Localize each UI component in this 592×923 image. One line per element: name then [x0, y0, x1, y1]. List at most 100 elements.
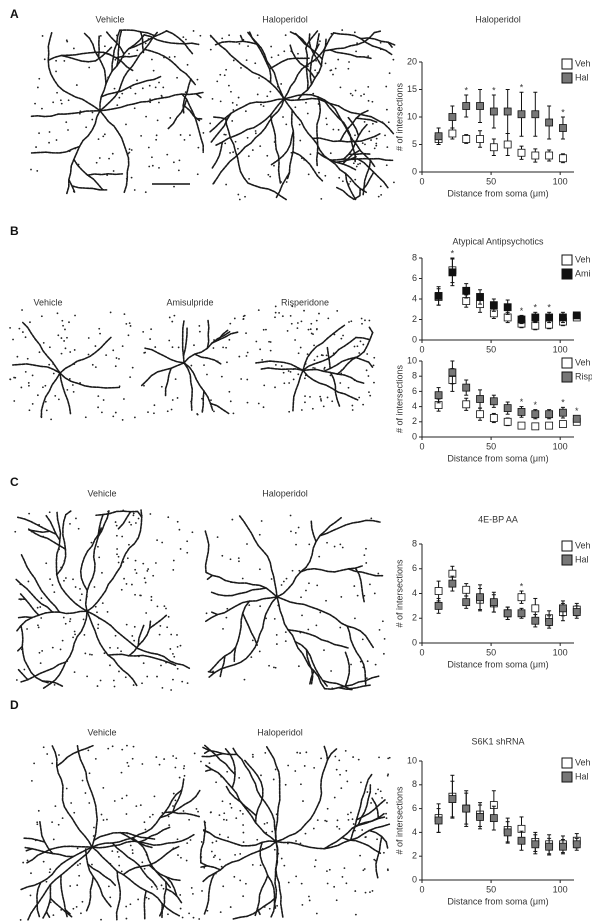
- puncta: [131, 177, 133, 179]
- x-axis-label: Distance from soma (μm): [447, 188, 548, 198]
- puncta: [177, 521, 179, 523]
- puncta: [238, 97, 240, 99]
- puncta: [276, 634, 278, 636]
- puncta: [354, 31, 356, 33]
- puncta: [74, 633, 76, 635]
- image-label: Haloperidol: [262, 14, 308, 24]
- puncta: [177, 668, 179, 670]
- puncta: [23, 669, 25, 671]
- puncta: [147, 568, 149, 570]
- puncta: [332, 74, 334, 76]
- marker: [449, 269, 456, 276]
- puncta: [303, 159, 305, 161]
- puncta: [374, 147, 376, 149]
- significance-mark: *: [561, 107, 565, 117]
- puncta: [132, 852, 134, 854]
- puncta: [342, 180, 344, 182]
- puncta: [152, 814, 154, 816]
- neurite: [355, 568, 364, 601]
- puncta: [380, 48, 382, 50]
- puncta: [247, 402, 249, 404]
- puncta: [73, 48, 75, 50]
- y-tick-label: 8: [412, 538, 417, 548]
- puncta: [318, 172, 320, 174]
- puncta: [38, 810, 40, 812]
- puncta: [100, 919, 102, 921]
- puncta: [78, 164, 80, 166]
- marker: [546, 119, 553, 126]
- neurite: [226, 787, 256, 816]
- puncta: [359, 855, 361, 857]
- puncta: [65, 347, 67, 349]
- y-tick-label: 0: [412, 637, 417, 647]
- puncta: [118, 671, 120, 673]
- puncta: [79, 382, 81, 384]
- puncta: [191, 531, 193, 533]
- puncta: [316, 329, 318, 331]
- puncta: [354, 134, 356, 136]
- neurite: [277, 597, 325, 689]
- puncta: [125, 676, 127, 678]
- neurite: [325, 102, 355, 163]
- puncta: [270, 350, 272, 352]
- neurite: [107, 32, 124, 54]
- puncta: [245, 110, 247, 112]
- puncta: [128, 521, 130, 523]
- puncta: [202, 409, 204, 411]
- marker: [477, 136, 484, 143]
- significance-mark: *: [534, 400, 538, 410]
- puncta: [52, 363, 54, 365]
- puncta: [336, 899, 338, 901]
- puncta: [149, 85, 151, 87]
- marker: [504, 108, 511, 115]
- puncta: [392, 59, 394, 61]
- marker: [559, 843, 566, 850]
- puncta: [58, 398, 60, 400]
- puncta: [224, 74, 226, 76]
- puncta: [133, 640, 135, 642]
- marker: [435, 133, 442, 140]
- marker: [490, 599, 497, 606]
- marker: [477, 396, 484, 403]
- puncta: [252, 639, 254, 641]
- puncta: [358, 397, 360, 399]
- puncta: [197, 173, 199, 175]
- puncta: [209, 123, 211, 125]
- puncta: [103, 399, 105, 401]
- puncta: [79, 110, 81, 112]
- puncta: [132, 849, 134, 851]
- puncta: [354, 179, 356, 181]
- neurite: [108, 654, 176, 665]
- puncta: [354, 890, 356, 892]
- marker: [518, 149, 525, 156]
- puncta: [186, 552, 188, 554]
- significance-mark: *: [547, 303, 551, 313]
- puncta: [191, 81, 193, 83]
- marker: [546, 411, 553, 418]
- puncta: [323, 405, 325, 407]
- x-axis-label: Distance from soma (μm): [447, 896, 548, 906]
- puncta: [197, 811, 199, 813]
- puncta: [125, 124, 127, 126]
- puncta: [182, 917, 184, 919]
- puncta: [247, 352, 249, 354]
- puncta: [106, 174, 108, 176]
- puncta: [225, 617, 227, 619]
- puncta: [163, 605, 165, 607]
- puncta: [197, 147, 199, 149]
- puncta: [385, 86, 387, 88]
- puncta: [240, 67, 242, 69]
- puncta: [269, 908, 271, 910]
- puncta: [25, 371, 27, 373]
- neurite: [330, 50, 371, 58]
- marker: [518, 111, 525, 118]
- puncta: [32, 375, 34, 377]
- puncta: [111, 850, 113, 852]
- puncta: [60, 567, 62, 569]
- marker: [504, 610, 511, 617]
- puncta: [238, 557, 240, 559]
- neurite: [334, 33, 392, 55]
- puncta: [301, 320, 303, 322]
- puncta: [309, 396, 311, 398]
- puncta: [273, 666, 275, 668]
